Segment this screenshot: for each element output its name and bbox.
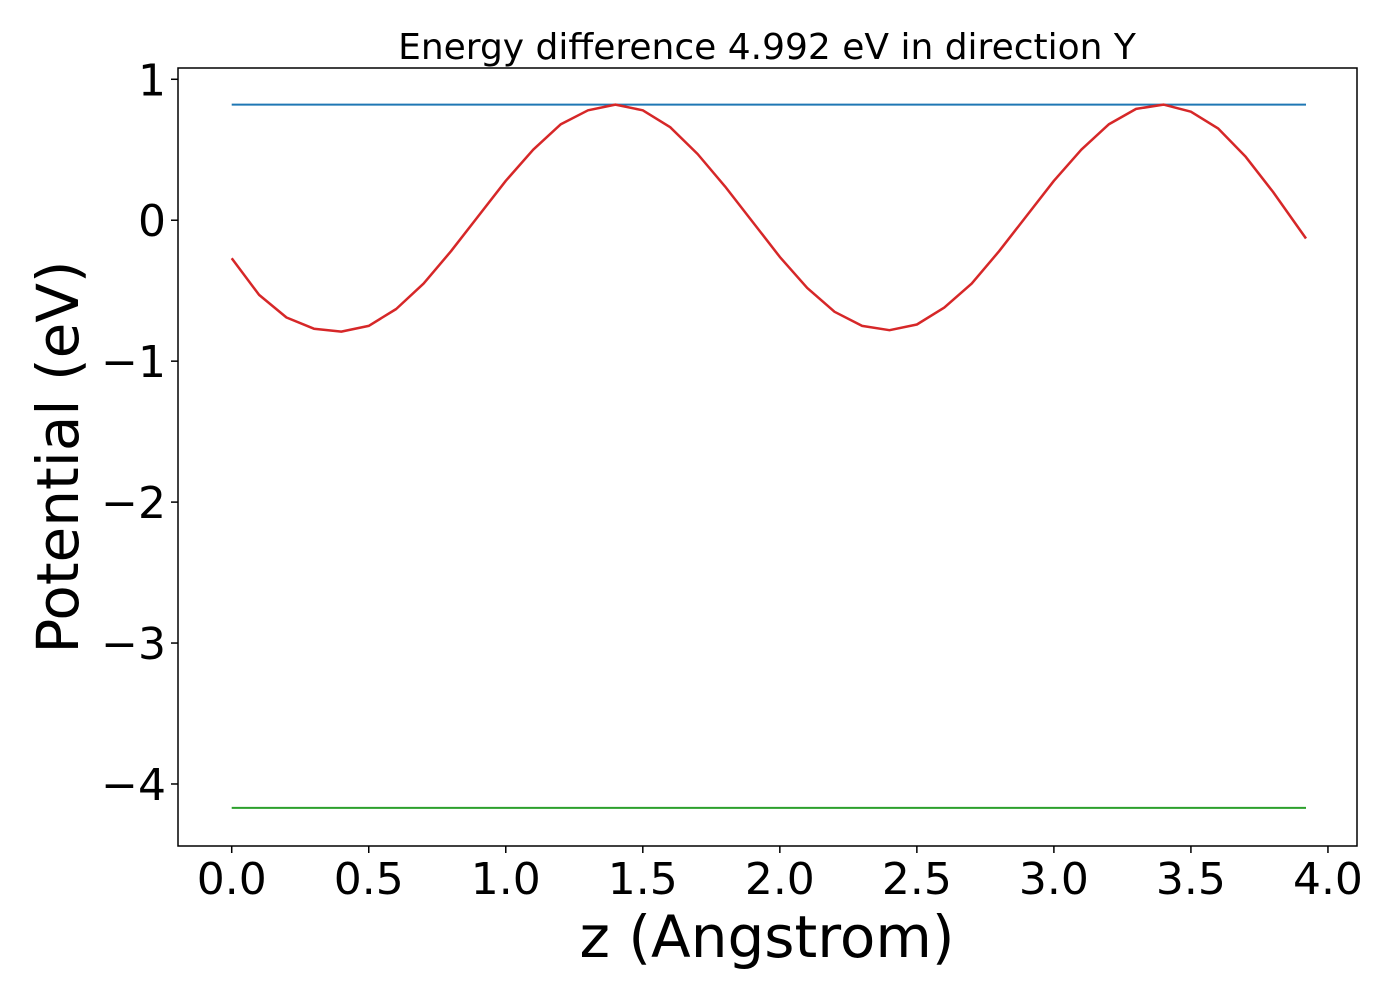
x-tick-label: 0.0 xyxy=(197,854,267,905)
x-tick-label: 3.5 xyxy=(1156,854,1226,905)
x-tick-label: 2.5 xyxy=(882,854,952,905)
y-tick-label: −2 xyxy=(101,478,166,529)
y-tick-label: −1 xyxy=(101,337,166,388)
x-tick-label: 3.0 xyxy=(1019,854,1089,905)
plot-area xyxy=(230,103,1308,809)
x-tick-label: 2.0 xyxy=(745,854,815,905)
x-tick-label: 0.5 xyxy=(334,854,404,905)
red-potential-curve xyxy=(230,103,1308,333)
axes-frame xyxy=(177,67,1358,847)
y-tick-label: 0 xyxy=(138,196,166,247)
y-axis-ticks: 1 0 −1 −2 −3 −4 xyxy=(101,55,178,811)
y-axis-label: Potential (eV) xyxy=(24,260,92,653)
y-tick-label: −3 xyxy=(101,619,166,670)
x-axis-ticks: 0.0 0.5 1.0 1.5 2.0 2.5 3.0 3.5 4.0 xyxy=(197,846,1363,905)
y-tick-label: 1 xyxy=(138,55,166,106)
x-axis-label: z (Angstrom) xyxy=(580,903,955,971)
x-tick-label: 4.0 xyxy=(1293,854,1363,905)
chart-title: Energy difference 4.992 eV in direction … xyxy=(398,27,1137,68)
x-tick-label: 1.5 xyxy=(608,854,678,905)
y-tick-label: −4 xyxy=(101,760,166,811)
x-tick-label: 1.0 xyxy=(471,854,541,905)
